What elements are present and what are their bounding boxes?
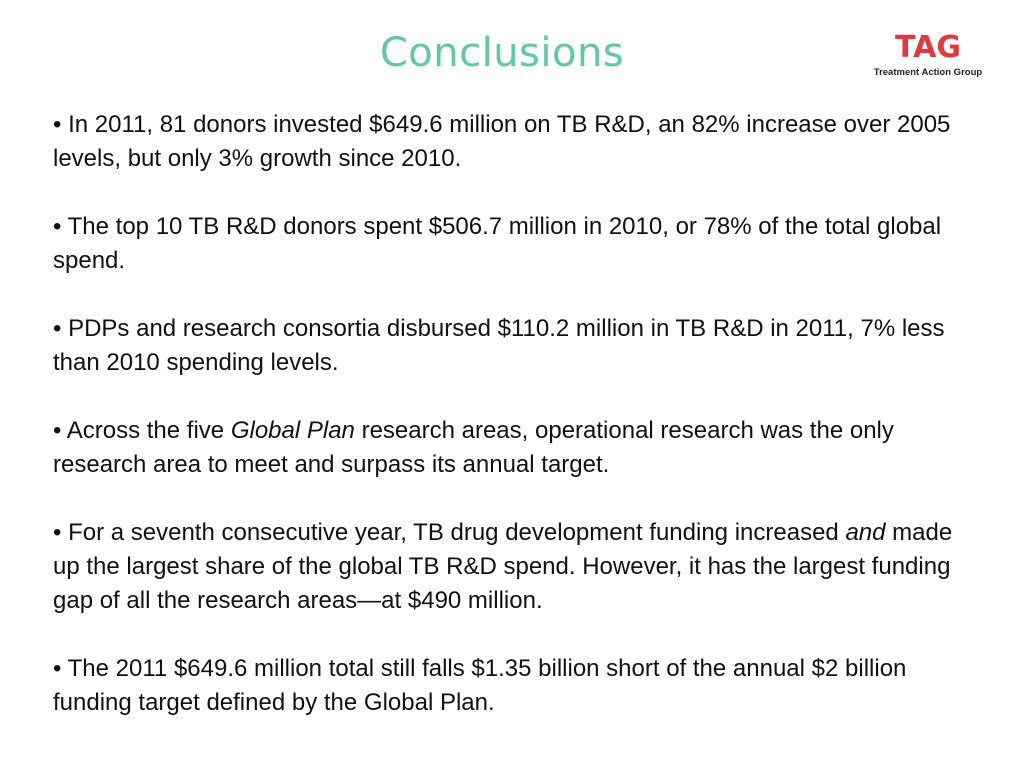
bullet-marker: • [53,417,62,444]
bullet-text: PDPs and research consortia disbursed $1… [53,315,945,376]
bullet-marker: • [53,213,62,240]
bullet-item: • Across the five Global Plan research a… [53,414,983,482]
bullet-item: • PDPs and research consortia disbursed … [53,312,983,380]
bullet-text-after: made up the largest share of the global … [53,519,953,614]
tag-logo: TAG Treatment Action Group [858,30,998,79]
bullet-text-after: research areas, operational research was… [53,417,894,478]
bullet-item: • The top 10 TB R&D donors spent $506.7 … [53,210,983,278]
conclusions-list: • In 2011, 81 donors invested $649.6 mil… [53,108,983,720]
slide-title: Conclusions [379,30,625,76]
bullet-item: • In 2011, 81 donors invested $649.6 mil… [53,108,983,176]
bullet-text-before: For a seventh consecutive year, TB drug … [68,519,839,546]
bullet-text: The top 10 TB R&D donors spent $506.7 mi… [53,213,942,274]
bullet-emphasis: and [845,519,886,546]
bullet-text: The 2011 $649.6 million total still fall… [53,655,907,716]
bullet-text: In 2011, 81 donors invested $649.6 milli… [53,111,951,172]
bullet-emphasis: Global Plan [230,417,355,444]
logo-mark: TAG [895,30,961,65]
bullet-marker: • [53,655,62,682]
logo-subtitle: Treatment Action Group [873,67,983,78]
bullet-marker: • [53,315,62,342]
bullet-marker: • [53,111,62,138]
bullet-marker: • [53,519,62,546]
bullet-item: • The 2011 $649.6 million total still fa… [53,652,983,720]
bullet-text-before: Across the five [66,417,225,444]
bullet-item: • For a seventh consecutive year, TB dru… [53,516,983,618]
